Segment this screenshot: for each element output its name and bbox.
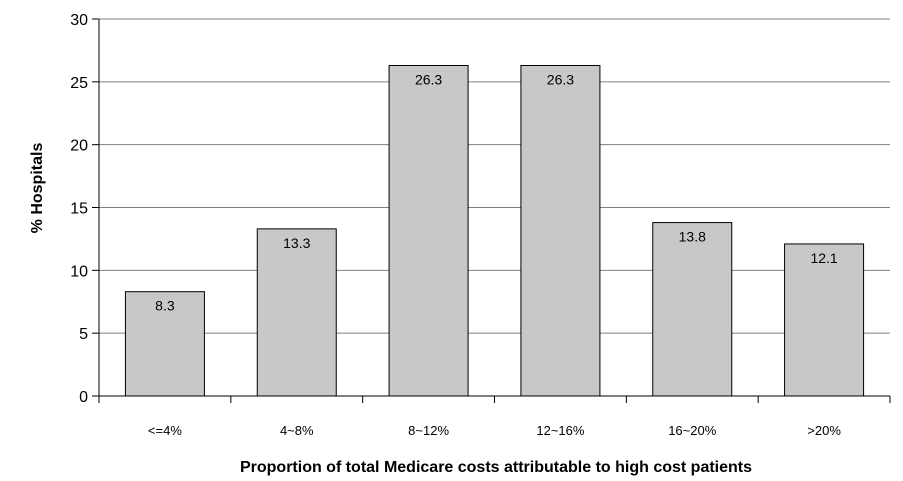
data-label: 26.3: [415, 71, 442, 87]
y-tick-label: 25: [70, 75, 88, 92]
data-label: 8.3: [155, 298, 175, 314]
data-label: 12.1: [810, 250, 837, 266]
axes: [98, 19, 891, 403]
data-label: 13.3: [283, 235, 310, 251]
data-label: 13.8: [679, 229, 706, 245]
bar-1: [124, 291, 205, 397]
x-category-label: 4~8%: [280, 423, 314, 438]
bar-5: [652, 222, 733, 397]
gridlines: [99, 18, 890, 334]
y-axis-title: % Hospitals: [29, 143, 46, 234]
x-axis-title: Proportion of total Medicare costs attri…: [240, 459, 752, 476]
y-tick-label: 10: [70, 263, 88, 280]
bar-3: [388, 64, 469, 397]
y-tick-label: 0: [79, 389, 88, 406]
x-category-label: 16~20%: [668, 423, 717, 438]
bar-6: [784, 243, 865, 397]
bars: [124, 64, 865, 397]
data-labels: 8.3 13.3 26.3 26.3 13.8 12.1: [155, 71, 838, 313]
x-category-label: 12~16%: [536, 423, 585, 438]
y-tick-label: 15: [70, 201, 88, 218]
data-label: 26.3: [547, 71, 574, 87]
x-category-label: >20%: [807, 423, 841, 438]
y-axis-ticks: 0 5 10 15 20 25 30: [70, 12, 99, 406]
y-tick-label: 5: [79, 326, 88, 343]
y-tick-label: 30: [70, 12, 88, 29]
x-axis-categories: <=4% 4~8% 8~12% 12~16% 16~20% >20%: [148, 423, 841, 438]
x-category-label: <=4%: [148, 423, 182, 438]
x-category-label: 8~12%: [408, 423, 449, 438]
y-tick-label: 20: [70, 138, 88, 155]
bar-2: [256, 228, 337, 397]
bar-4: [520, 64, 601, 397]
